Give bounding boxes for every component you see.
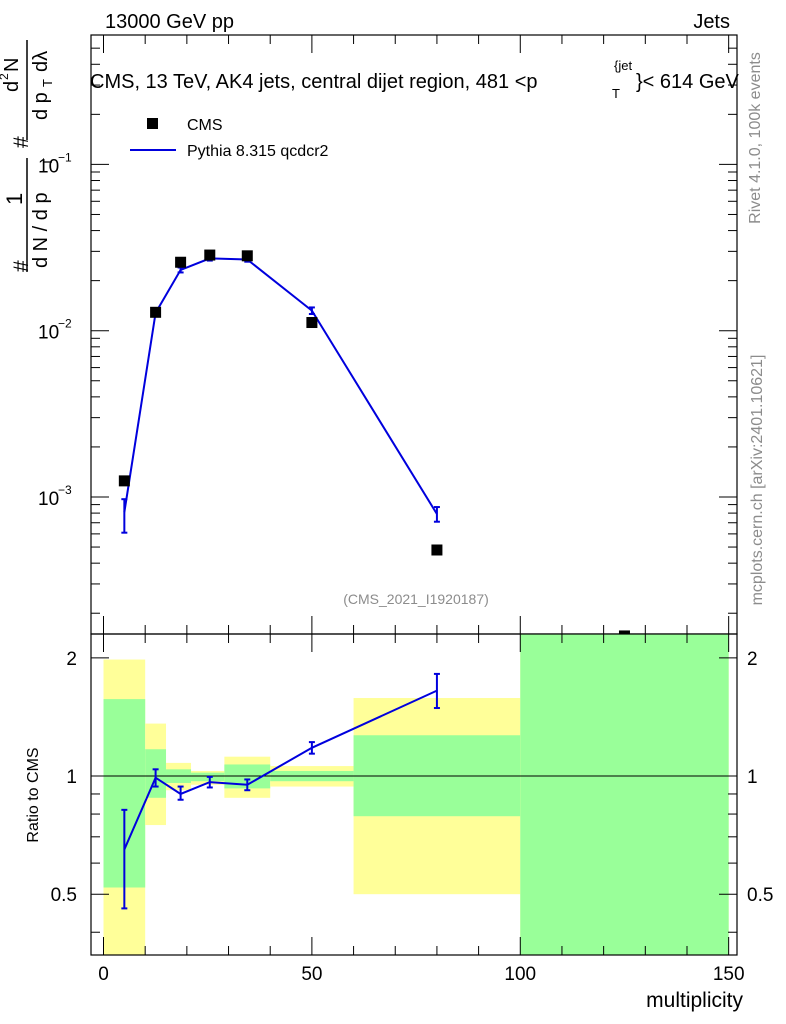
ratio-y-tick-label-left: 0.5 xyxy=(51,885,77,906)
main-y-tick-label: 10 xyxy=(38,323,59,344)
main-axis-ticks xyxy=(91,35,737,634)
ratio-plot-frame xyxy=(90,633,738,956)
ratio-axis-ticks xyxy=(91,634,737,955)
ratio-y-tick-label-right: 2 xyxy=(747,649,758,670)
x-tick-label: 150 xyxy=(713,964,745,985)
x-axis-label: multiplicity xyxy=(646,989,743,1012)
ratio-y-tick-label-left: 1 xyxy=(66,767,77,788)
ylabel-denominator: d N / d p xyxy=(30,192,52,268)
cms-data-point xyxy=(150,306,162,318)
main-y-axis-label: # 1 d N / d p T # d 2 N d p T dλ xyxy=(0,40,55,272)
cms-data-point xyxy=(204,249,216,261)
legend-pythia-label: Pythia 8.315 qcdcr2 xyxy=(187,143,329,160)
main-y-tick-exponent: −3 xyxy=(58,483,72,497)
ylabel-num-sup: 2 xyxy=(0,73,11,80)
ratio-y-tick-labels: 0.5 0.5 1 1 2 2 xyxy=(51,649,774,906)
main-y-tick-labels: 10−310−210−1 xyxy=(38,150,72,510)
energy-label: 13000 GeV pp xyxy=(105,11,234,33)
ylabel-num-n: N xyxy=(1,58,23,72)
ylabel-sub-t-1: T xyxy=(40,158,55,166)
process-label: Jets xyxy=(693,11,730,33)
ylabel-num-den: d p xyxy=(30,92,52,120)
ylabel-hash-right: # xyxy=(10,136,33,148)
ylabel-num-d: d xyxy=(1,81,23,92)
legend: CMS Pythia 8.315 qcdcr2 xyxy=(130,117,329,160)
main-y-tick-exponent: −1 xyxy=(58,150,72,164)
ratio-y-tick-label-right: 1 xyxy=(747,767,758,788)
analysis-watermark: (CMS_2021_I1920187) xyxy=(343,591,489,607)
x-tick-label: 50 xyxy=(301,964,322,985)
main-y-tick-label: 10 xyxy=(38,156,59,177)
x-tick-label: 0 xyxy=(98,964,109,985)
ylabel-lambda: dλ xyxy=(30,51,52,72)
cms-data-point xyxy=(118,475,130,487)
mcplots-label: mcplots.cern.ch [arXiv:2401.10621] xyxy=(749,355,766,606)
ratio-y-axis-label: Ratio to CMS xyxy=(25,747,42,842)
main-y-tick-label: 10 xyxy=(38,489,59,510)
ylabel-sub-t-2: T xyxy=(40,79,55,87)
cms-data-point xyxy=(175,256,187,268)
main-y-tick-exponent: −2 xyxy=(58,317,72,331)
cms-data-point xyxy=(306,317,318,329)
title-sub: T xyxy=(612,86,620,101)
cms-data-point xyxy=(431,544,443,556)
x-tick-labels: 0 50 100 150 xyxy=(98,964,744,985)
chart-title: CMS, 13 TeV, AK4 jets, central dijet reg… xyxy=(90,58,740,101)
title-tail: }< 614 GeV xyxy=(636,71,740,93)
title-main: CMS, 13 TeV, AK4 jets, central dijet reg… xyxy=(90,71,538,93)
ylabel-one: 1 xyxy=(2,193,27,205)
pythia-curve xyxy=(123,257,438,515)
ratio-data-layer xyxy=(121,672,440,910)
x-tick-label: 100 xyxy=(504,964,536,985)
main-data-layer xyxy=(118,249,630,642)
ratio-y-tick-label-left: 2 xyxy=(66,649,77,670)
rivet-version-label: Rivet 4.1.0, 100k events xyxy=(747,52,764,224)
cms-data-point xyxy=(241,250,253,262)
title-sup: {jet xyxy=(614,58,632,73)
ratio-uncertainty-bands xyxy=(103,634,729,955)
legend-cms-label: CMS xyxy=(187,117,223,134)
ratio-green-band xyxy=(520,634,729,955)
legend-cms-marker xyxy=(147,118,158,129)
ratio-y-tick-label-right: 0.5 xyxy=(747,885,773,906)
